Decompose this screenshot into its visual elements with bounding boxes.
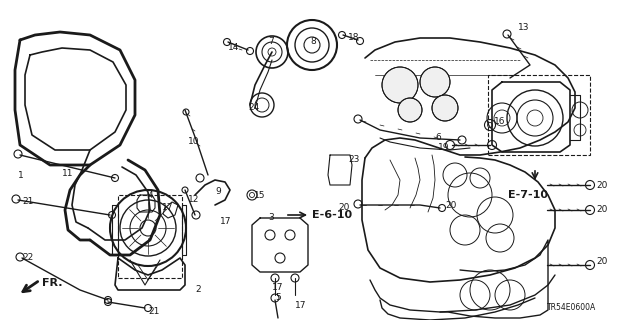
- Text: 12: 12: [188, 196, 200, 204]
- Text: 9: 9: [215, 188, 221, 196]
- Ellipse shape: [432, 95, 458, 121]
- Text: 16: 16: [494, 117, 506, 126]
- Text: 21: 21: [22, 197, 33, 206]
- Text: 17: 17: [220, 218, 232, 227]
- Ellipse shape: [398, 98, 422, 122]
- Text: 1: 1: [18, 171, 24, 180]
- Text: E-6-10: E-6-10: [312, 210, 352, 220]
- Text: 15: 15: [254, 190, 266, 199]
- Text: 6: 6: [435, 133, 441, 142]
- Text: 18: 18: [348, 34, 360, 43]
- Ellipse shape: [420, 67, 450, 97]
- Text: 20: 20: [339, 204, 350, 212]
- Text: 20: 20: [596, 180, 607, 189]
- Text: 20: 20: [596, 258, 607, 267]
- Text: 10: 10: [188, 138, 200, 147]
- Text: 22: 22: [22, 253, 33, 262]
- Text: 19: 19: [438, 143, 449, 153]
- Text: 24: 24: [248, 103, 259, 113]
- Text: FR.: FR.: [42, 278, 63, 288]
- Text: 3: 3: [268, 213, 274, 222]
- Text: 8: 8: [310, 37, 316, 46]
- Text: 20: 20: [445, 201, 456, 210]
- Text: E-7-10: E-7-10: [508, 190, 548, 200]
- Text: 17: 17: [295, 300, 307, 309]
- Text: 20: 20: [596, 205, 607, 214]
- Text: 2: 2: [195, 285, 200, 294]
- Text: 21: 21: [148, 308, 159, 316]
- Text: 14: 14: [228, 44, 239, 52]
- Text: 17: 17: [162, 204, 173, 212]
- Ellipse shape: [382, 67, 418, 103]
- Bar: [118, 195, 182, 278]
- Text: 17: 17: [272, 284, 284, 292]
- Text: 11: 11: [62, 170, 74, 179]
- Text: TR54E0600A: TR54E0600A: [547, 303, 596, 312]
- Bar: [488, 75, 590, 155]
- Text: 23: 23: [348, 156, 360, 164]
- Text: 7: 7: [268, 37, 274, 46]
- Text: 4: 4: [148, 190, 154, 199]
- Text: 5: 5: [275, 293, 281, 302]
- Text: 13: 13: [518, 23, 529, 33]
